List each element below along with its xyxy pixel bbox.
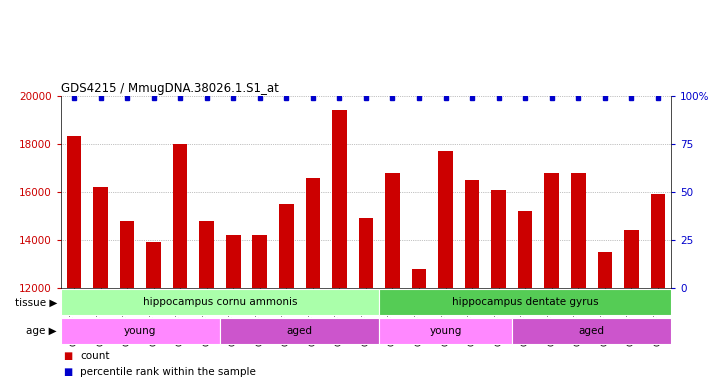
- Text: age ▶: age ▶: [26, 326, 57, 336]
- Text: hippocampus cornu ammonis: hippocampus cornu ammonis: [143, 297, 297, 308]
- Text: young: young: [124, 326, 156, 336]
- Bar: [571, 173, 585, 288]
- Bar: [306, 177, 320, 288]
- Bar: [61, 318, 220, 344]
- Bar: [120, 221, 134, 288]
- Bar: [226, 235, 241, 288]
- Bar: [94, 187, 108, 288]
- Bar: [253, 235, 267, 288]
- Bar: [61, 290, 379, 315]
- Bar: [199, 221, 214, 288]
- Bar: [650, 194, 665, 288]
- Text: aged: aged: [578, 326, 605, 336]
- Bar: [491, 190, 506, 288]
- Bar: [379, 290, 671, 315]
- Bar: [624, 230, 638, 288]
- Bar: [66, 136, 81, 288]
- Text: hippocampus dentate gyrus: hippocampus dentate gyrus: [452, 297, 598, 308]
- Text: ■: ■: [64, 366, 76, 377]
- Bar: [544, 173, 559, 288]
- Text: tissue ▶: tissue ▶: [15, 297, 57, 308]
- Bar: [438, 151, 453, 288]
- Bar: [358, 218, 373, 288]
- Bar: [518, 211, 533, 288]
- Text: percentile rank within the sample: percentile rank within the sample: [80, 366, 256, 377]
- Text: young: young: [429, 326, 462, 336]
- Bar: [279, 204, 293, 288]
- Bar: [385, 173, 400, 288]
- Bar: [146, 242, 161, 288]
- Text: GDS4215 / MmugDNA.38026.1.S1_at: GDS4215 / MmugDNA.38026.1.S1_at: [61, 82, 278, 95]
- Bar: [220, 318, 379, 344]
- Text: count: count: [80, 351, 109, 361]
- Text: aged: aged: [286, 326, 313, 336]
- Bar: [173, 144, 188, 288]
- Bar: [465, 180, 479, 288]
- Bar: [332, 111, 347, 288]
- Bar: [412, 269, 426, 288]
- Bar: [512, 318, 671, 344]
- Bar: [379, 318, 512, 344]
- Bar: [598, 252, 612, 288]
- Text: ■: ■: [64, 351, 76, 361]
